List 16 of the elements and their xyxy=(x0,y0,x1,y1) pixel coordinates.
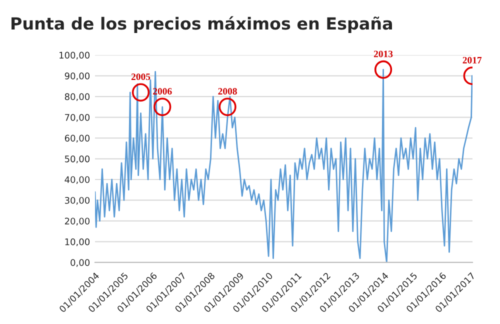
y-tick-label: 70,00 xyxy=(65,114,90,122)
y-tick-label: 30,00 xyxy=(64,196,90,205)
chart-title: Punta de los precios máximos en España xyxy=(12,16,392,33)
annotation: 2008 xyxy=(218,88,237,95)
annotation: 2005 xyxy=(131,74,150,80)
y-tick-label: 10,00 xyxy=(65,238,90,246)
y-tick-label: 40,00 xyxy=(64,176,90,184)
y-tick-label: 90,00 xyxy=(64,72,90,80)
annotation: 2017 xyxy=(462,56,482,64)
y-tick-label: 60,00 xyxy=(64,134,90,143)
y-tick-label: 20,00 xyxy=(64,218,90,226)
y-tick-label: 0,00 xyxy=(70,259,90,267)
annotation: 2013 xyxy=(374,50,393,58)
y-tick-label: 100,00 xyxy=(60,52,90,60)
y-tick-label: 80,00 xyxy=(64,93,90,102)
y-tick-label: 50,00 xyxy=(64,155,90,164)
